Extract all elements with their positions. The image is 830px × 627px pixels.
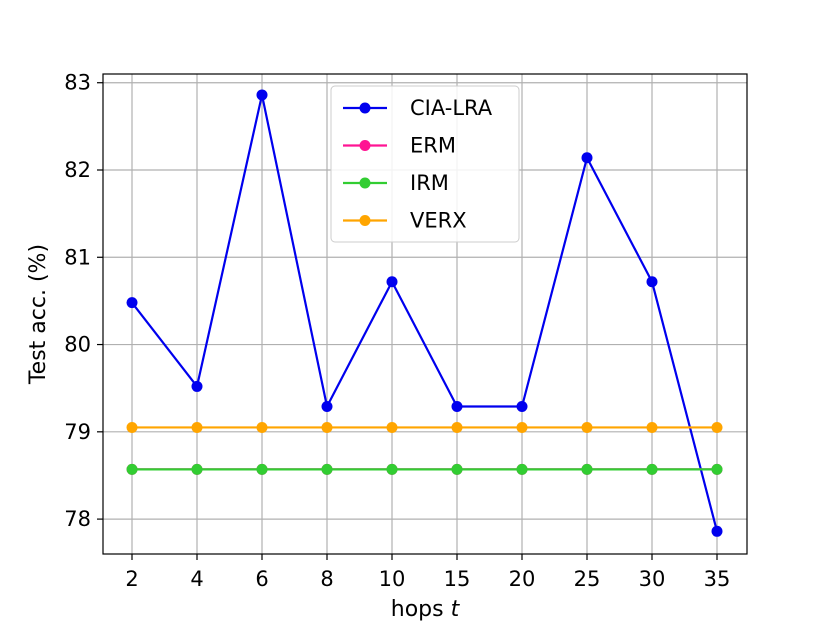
axis-layer: 2 4 6 8 10 15 20 25 30 35 78 79 80 81 82 83: [64, 71, 730, 591]
data-point-irm: [646, 463, 658, 475]
y-tick-label: 83: [64, 71, 91, 95]
data-point-cia-lra: [646, 276, 658, 288]
data-point-irm: [256, 463, 268, 475]
data-point-verx: [191, 421, 203, 433]
series-layer: [126, 89, 723, 537]
x-tick-label: 25: [574, 567, 601, 591]
x-tick-label: 20: [509, 567, 536, 591]
legend-marker-irm: [359, 177, 371, 189]
x-axis-label-variable: t: [451, 597, 461, 622]
data-point-cia-lra: [451, 401, 463, 413]
legend: CIA-LRA ERM IRM VERX: [330, 85, 520, 243]
legend-label-irm: IRM: [410, 171, 449, 195]
data-point-cia-lra: [321, 401, 333, 413]
data-point-verx: [321, 421, 333, 433]
y-tick-label: 78: [64, 507, 91, 531]
x-tick-label: 15: [444, 567, 471, 591]
data-point-cia-lra: [711, 525, 723, 537]
legend-label-cia-lra: CIA-LRA: [410, 96, 493, 120]
legend-box: [330, 85, 520, 243]
x-axis-label-text: hops: [391, 597, 444, 622]
data-point-verx: [581, 421, 593, 433]
legend-label-verx: VERX: [410, 209, 467, 233]
data-point-irm: [321, 463, 333, 475]
y-tick-label: 80: [64, 333, 91, 357]
data-point-cia-lra: [191, 380, 203, 392]
legend-marker-verx: [359, 215, 371, 226]
data-point-cia-lra: [256, 89, 268, 101]
y-tick-label: 82: [64, 158, 91, 182]
data-point-cia-lra: [516, 401, 528, 413]
data-point-verx: [711, 421, 723, 433]
data-point-verx: [516, 421, 528, 433]
data-point-verx: [451, 421, 463, 433]
data-point-cia-lra: [386, 276, 398, 288]
data-point-verx: [386, 421, 398, 433]
data-point-irm: [126, 463, 138, 475]
x-tick-label: 2: [125, 567, 138, 591]
x-tick-label: 6: [255, 567, 268, 591]
y-tick-label: 81: [64, 245, 91, 269]
data-point-irm: [386, 463, 398, 475]
data-point-cia-lra: [581, 152, 593, 164]
data-point-irm: [191, 463, 203, 475]
data-point-irm: [581, 463, 593, 475]
legend-marker-cia-lra: [359, 102, 371, 114]
x-tick-label: 4: [190, 567, 203, 591]
data-point-verx: [646, 421, 658, 433]
data-point-verx: [256, 421, 268, 433]
y-axis-label: Test acc. (%): [26, 244, 51, 385]
data-point-irm: [451, 463, 463, 475]
x-axis-label: hops t: [391, 597, 461, 622]
legend-label-erm: ERM: [410, 134, 456, 158]
x-tick-label: 10: [379, 567, 406, 591]
x-tick-label: 35: [704, 567, 731, 591]
legend-marker-erm: [359, 140, 371, 151]
data-point-verx: [126, 421, 138, 433]
data-point-cia-lra: [126, 297, 138, 309]
x-tick-label: 8: [320, 567, 333, 591]
series-line-cia-lra: [131, 93, 719, 532]
data-point-irm: [711, 463, 723, 475]
x-tick-label: 30: [639, 567, 666, 591]
plot-frame: [102, 73, 748, 555]
y-tick-label: 79: [64, 420, 91, 444]
data-point-irm: [516, 463, 528, 475]
